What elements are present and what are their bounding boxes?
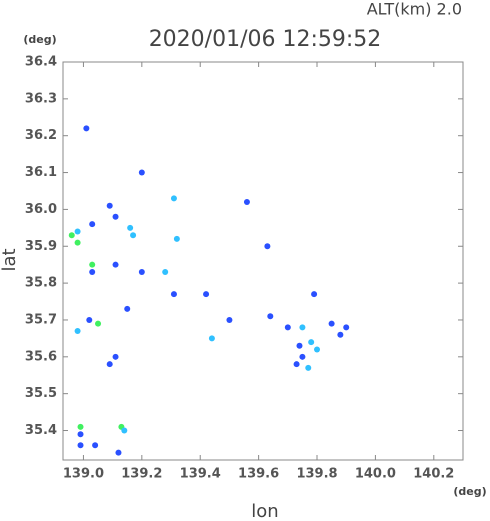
echo-point (299, 324, 306, 331)
y-tick-label: 35.9 (25, 239, 57, 254)
echo-point (77, 423, 84, 430)
x-tick-label: 140.2 (413, 467, 454, 482)
echo-point (308, 339, 315, 346)
y-tick-label: 35.7 (25, 312, 57, 327)
y-tick-label: 36.2 (25, 128, 57, 143)
echo-point (112, 261, 119, 268)
echo-point (328, 320, 335, 327)
echo-point (89, 261, 96, 268)
echo-point (226, 316, 233, 323)
echo-point (299, 353, 306, 360)
echo-point (121, 427, 128, 434)
echo-point (112, 353, 119, 360)
chart-title: 2020/01/06 12:59:52 (149, 27, 382, 52)
echo-point (68, 232, 75, 239)
echo-point (337, 331, 344, 338)
x-tick-label: 139.8 (296, 467, 337, 482)
echo-point (124, 305, 131, 312)
echo-point (95, 320, 102, 327)
echo-point (267, 313, 274, 320)
echo-point (127, 224, 134, 231)
echo-point (89, 269, 96, 276)
plot-frame (62, 61, 464, 461)
echo-point (92, 442, 99, 449)
x-tick-label: 139.2 (121, 467, 162, 482)
echo-point (106, 361, 113, 368)
x-tick-label: 139.4 (180, 467, 221, 482)
echo-point (86, 316, 93, 323)
y-unit: (deg) (23, 33, 56, 46)
y-axis-label: lat (0, 248, 20, 271)
echo-point (170, 291, 177, 298)
echo-point (284, 324, 291, 331)
y-tick-label: 35.6 (25, 349, 57, 364)
echo-point (208, 335, 215, 342)
echo-point (115, 449, 122, 456)
echo-point (162, 269, 169, 276)
y-tick-label: 35.8 (25, 276, 57, 291)
echo-point (77, 431, 84, 438)
annotation: ALT(km) 2.0 (367, 0, 462, 19)
echo-point (77, 442, 84, 449)
x-unit: (deg) (453, 485, 486, 498)
echo-point (293, 361, 300, 368)
echo-point (170, 195, 177, 202)
echo-point (296, 342, 303, 349)
y-tick-label: 35.4 (25, 423, 57, 438)
y-tick-label: 36.4 (25, 55, 57, 70)
echo-point (311, 291, 318, 298)
echo-point (138, 269, 145, 276)
echo-point (74, 228, 81, 235)
echo-point (203, 291, 210, 298)
x-axis-label: lon (251, 501, 278, 521)
echo-point (138, 169, 145, 176)
y-tick-label: 36.1 (25, 165, 57, 180)
echo-point (112, 213, 119, 220)
x-tick-label: 140.0 (355, 467, 396, 482)
y-tick-label: 36.0 (25, 202, 57, 217)
echo-point (83, 125, 90, 132)
x-tick-label: 139.0 (63, 467, 104, 482)
echo-point (74, 239, 81, 246)
y-tick-label: 35.5 (25, 386, 57, 401)
x-tick-label: 139.6 (238, 467, 279, 482)
y-tick-label: 36.3 (25, 91, 57, 106)
echo-point (264, 243, 271, 250)
echo-point (130, 232, 137, 239)
echo-point (243, 199, 250, 206)
echo-point (343, 324, 350, 331)
echo-point (74, 328, 81, 335)
echo-point (89, 221, 96, 228)
echo-point (173, 235, 180, 242)
echo-point (106, 202, 113, 209)
echo-point (314, 346, 321, 353)
echo-point (305, 364, 312, 371)
